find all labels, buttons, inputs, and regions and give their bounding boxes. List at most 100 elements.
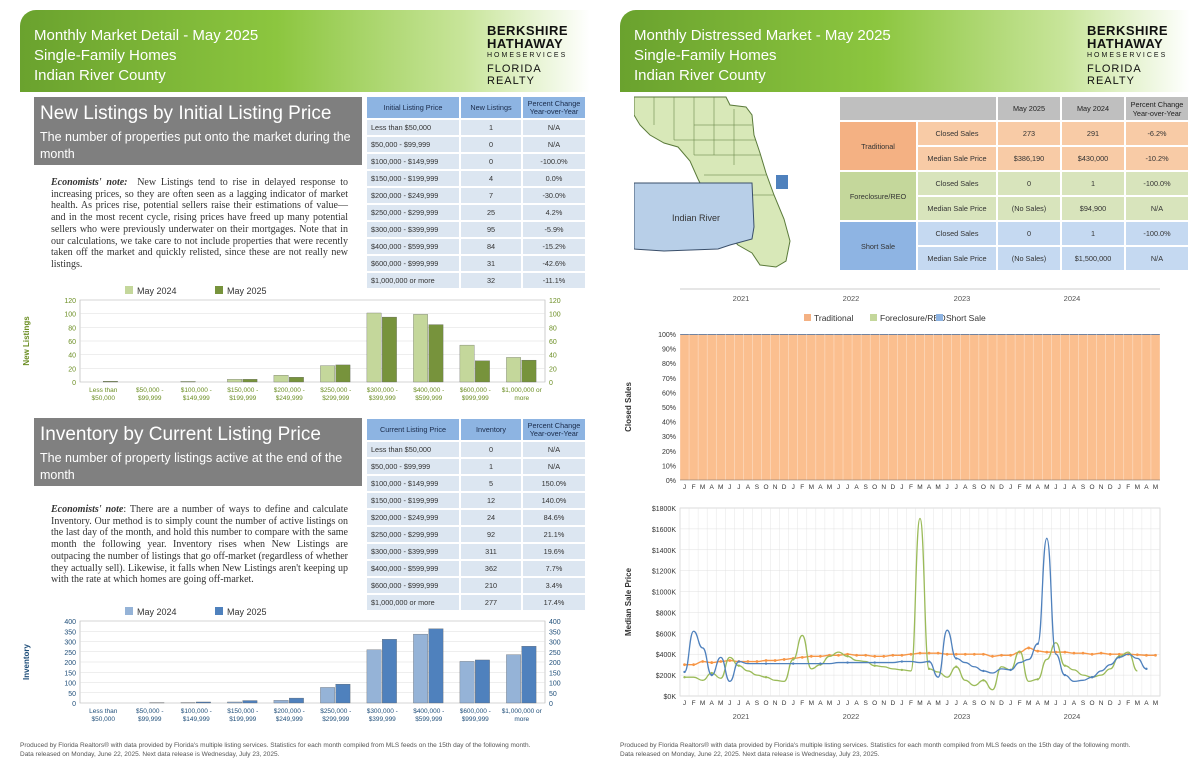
month-label: J	[1118, 700, 1121, 707]
table-cell: $386,190	[998, 147, 1060, 170]
table-header-cell: Inventory	[461, 419, 521, 440]
new-listings-title-bar: New Listings by Initial Listing Price Th…	[34, 97, 362, 165]
month-label: J	[728, 700, 731, 707]
series-point	[873, 664, 876, 667]
right-header-band: Monthly Distressed Market - May 2025 Sin…	[620, 10, 1190, 92]
table-cell: N/A	[1126, 197, 1188, 220]
y2-tick-label: 200	[549, 660, 561, 667]
month-label: M	[700, 700, 705, 707]
month-label: S	[972, 700, 977, 707]
month-label: A	[927, 484, 932, 491]
x-tick-label: $200,000 -	[274, 708, 305, 715]
bar	[413, 314, 428, 383]
month-label: J	[946, 484, 949, 491]
table-row: Less than $50,000 1 N/A	[367, 120, 585, 135]
table-cell: -100.0%	[523, 154, 585, 169]
y-tick-label: 400	[64, 619, 76, 626]
month-label: M	[935, 700, 940, 707]
month-label: F	[692, 700, 696, 707]
table-row: $400,000 - $599,999 362 7.7%	[367, 561, 585, 576]
y-tick-label: 0%	[666, 478, 676, 485]
bar	[196, 701, 211, 704]
table-cell: 21.1%	[523, 527, 585, 542]
series-point	[882, 654, 886, 658]
new-listings-chart: 0 0 20 20 40 40 60 60 80 80 100 100 120 120 New Listin…	[22, 286, 561, 402]
table-cell: (No Sales)	[998, 247, 1060, 270]
table-cell: Closed Sales	[918, 222, 996, 245]
month-label: J	[683, 700, 686, 707]
series-point	[764, 659, 768, 662]
header-line-2: Single-Family Homes	[34, 47, 177, 64]
y-tick-label: $600K	[656, 631, 677, 638]
series-point	[773, 659, 777, 662]
bar	[521, 359, 537, 383]
header-line-1: Monthly Distressed Market - May 2025	[634, 27, 891, 44]
y2-tick-label: 300	[549, 640, 561, 647]
x-tick-label: $100,000 -	[181, 708, 212, 715]
y-tick-label: 40	[68, 353, 76, 360]
y-tick-label: 250	[64, 650, 76, 657]
table-cell: 19.6%	[523, 544, 585, 559]
month-label: O	[764, 484, 769, 491]
table-header-blank	[840, 97, 996, 120]
x-tick-label: $99,999	[138, 395, 162, 402]
x-tick-label: $1,000,000 or	[502, 708, 543, 715]
month-label: A	[1036, 700, 1041, 707]
month-label: N	[881, 484, 886, 491]
logo-line2: HATHAWAY	[487, 36, 564, 51]
series-point	[683, 663, 686, 667]
month-label: J	[846, 700, 849, 707]
series-point	[1072, 651, 1076, 655]
month-label: M	[718, 484, 723, 491]
table-cell: $150,000 - $199,999	[367, 171, 459, 186]
month-label: N	[773, 484, 778, 491]
new-listings-notes: Economists' note: New Listings tend to r…	[51, 177, 348, 271]
series-point	[873, 661, 876, 664]
y2-tick-label: 60	[549, 339, 557, 346]
bar	[335, 364, 351, 383]
year-label: 2024	[1064, 712, 1081, 721]
x-tick-label: $150,000 -	[227, 387, 258, 394]
month-label: A	[963, 484, 968, 491]
x-tick-label: $399,999	[369, 395, 396, 402]
month-label: M	[827, 700, 832, 707]
series-point	[955, 657, 958, 660]
left-header-title: Monthly Market Detail - May 2025 Single-…	[34, 26, 258, 86]
table-cell: $100,000 - $149,999	[367, 476, 459, 491]
month-label: N	[773, 700, 778, 707]
series-point	[755, 660, 759, 663]
month-label: A	[818, 484, 823, 491]
series-point	[846, 655, 849, 658]
month-label: J	[946, 700, 949, 707]
left-footer: Produced by Florida Realtors® with data …	[20, 741, 580, 759]
series-point	[846, 661, 849, 664]
table-cell: Median Sale Price	[918, 247, 996, 270]
month-label: F	[1126, 700, 1130, 707]
series-point	[963, 652, 967, 656]
y-tick-label: 40%	[662, 420, 676, 427]
table-cell: 5	[461, 476, 521, 491]
legend-swatch	[125, 286, 133, 294]
y-tick-label: 200	[64, 660, 76, 667]
table-cell: 362	[461, 561, 521, 576]
series-point	[1090, 652, 1094, 656]
y-tick-label: 30%	[662, 434, 676, 441]
series-point	[900, 653, 904, 657]
month-label: N	[990, 484, 995, 491]
series-point	[900, 668, 904, 672]
month-label: A	[1072, 700, 1077, 707]
month-label: A	[963, 700, 968, 707]
bar	[242, 700, 258, 704]
x-tick-label: $999,999	[462, 395, 489, 402]
y-tick-label: $1200K	[652, 569, 676, 576]
series-point	[1045, 650, 1049, 654]
month-label: D	[782, 700, 787, 707]
series-point	[1145, 667, 1148, 671]
table-row: $600,000 - $999,999 31 -42.6%	[367, 256, 585, 271]
legend-swatch	[215, 607, 223, 615]
x-tick-label: $600,000 -	[460, 387, 491, 394]
x-tick-label: $50,000	[92, 395, 116, 402]
x-tick-label: $150,000 -	[227, 708, 258, 715]
x-tick-label: $299,999	[322, 395, 349, 402]
notes-text: New Listings tend to rise in delayed res…	[51, 177, 349, 270]
